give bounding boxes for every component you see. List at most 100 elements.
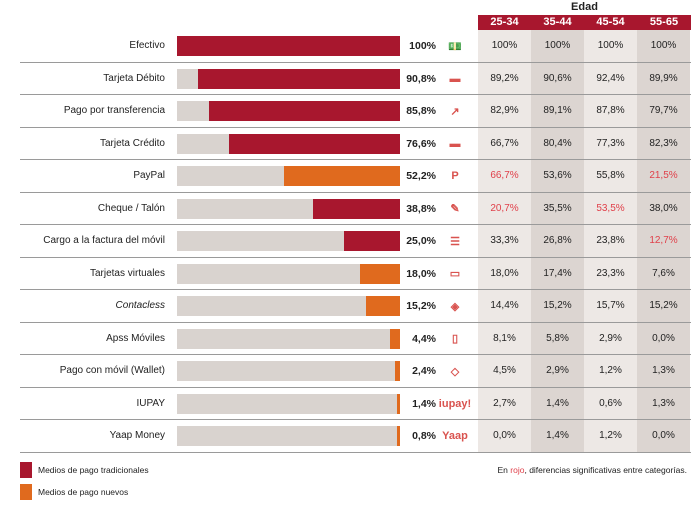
bar-track	[177, 36, 400, 56]
age-cell: 33,3%	[490, 235, 519, 246]
age-cell: 89,1%	[543, 105, 572, 116]
value-label: 25,0%	[406, 235, 436, 247]
age-cell: 20,7%	[490, 202, 519, 214]
age-cell: 53,6%	[543, 170, 572, 181]
age-header: 25-34	[478, 15, 531, 30]
age-cell: 90,6%	[543, 72, 572, 84]
age-cell: 2,7%	[493, 397, 516, 409]
row-label: Efectivo	[129, 40, 165, 51]
bar-track	[177, 328, 400, 349]
bar-track	[177, 231, 400, 251]
bar	[229, 133, 400, 154]
value-label: 0,8%	[412, 430, 436, 442]
note-text: En	[497, 465, 511, 475]
age-cell: 55,8%	[596, 170, 625, 181]
bar	[366, 296, 400, 316]
age-cell: 77,3%	[596, 137, 625, 149]
legend-label: Medios de pago nuevos	[38, 487, 129, 497]
table-row: Pago por transferencia 85,8% ↗ 82,9% 89,1% 87…	[20, 95, 691, 128]
legend-item-new: Medios de pago nuevos	[20, 484, 128, 500]
age-header: 35-44	[531, 15, 584, 30]
row-label: Cargo a la factura del móvil	[43, 235, 165, 246]
table-row: Pago con móvil (Wallet) 2,4% ◇ 4,5% 2,9% 1,2%…	[20, 355, 691, 388]
column-bg	[531, 30, 584, 452]
age-cell: 15,2%	[543, 300, 572, 311]
age-cell: 100%	[597, 40, 624, 51]
bar	[359, 263, 400, 284]
age-cell: 82,9%	[490, 105, 519, 116]
age-cell: 66,7%	[490, 170, 519, 181]
bar	[344, 231, 400, 251]
table-row: Cheque / Talón 38,8% ✎ 20,7% 35,5% 53,5% 38,0%	[20, 193, 691, 225]
phone-wallet-icon: ◇	[450, 365, 460, 378]
age-cell: 23,8%	[596, 235, 625, 246]
age-cell: 100%	[650, 40, 677, 51]
age-cell: 80,4%	[543, 137, 572, 149]
value-label: 38,8%	[406, 202, 436, 215]
table-row: PayPal 52,2% P 66,7% 53,6% 55,8% 21,5%	[20, 160, 691, 193]
bar	[390, 328, 400, 349]
table-row: Contacless 15,2% ◈ 14,4% 15,2% 15,7% 15,2%	[20, 290, 691, 323]
share-arrow-icon: ↗	[450, 105, 460, 118]
note-highlight: rojo	[510, 465, 525, 475]
row-label: PayPal	[133, 170, 165, 181]
row-label: Contacless	[115, 300, 165, 311]
row-label: Tarjeta Débito	[103, 72, 165, 84]
card-icon: ▬	[449, 72, 461, 85]
value-label: 76,6%	[406, 137, 436, 150]
iupay-logo-icon: iupay!	[438, 397, 472, 410]
age-cell: 0,0%	[652, 332, 675, 344]
row-label: IUPAY	[136, 397, 165, 409]
value-label: 52,2%	[406, 170, 436, 182]
bar-track	[177, 426, 400, 446]
age-cell: 38,0%	[649, 202, 678, 214]
age-cell: 1,3%	[652, 365, 675, 376]
table-row: Tarjeta Débito 90,8% ▬ 89,2% 90,6% 92,4% 89,9%	[20, 63, 691, 95]
column-bg	[478, 30, 531, 452]
legend-swatch	[20, 484, 32, 500]
age-cell: 89,9%	[649, 72, 678, 84]
age-cell: 0,0%	[493, 430, 516, 441]
row-label: Yaap Money	[109, 430, 165, 441]
table-row: Tarjeta Crédito 76,6% ▬ 66,7% 80,4% 77,3% 82,3…	[20, 128, 691, 160]
table-row: IUPAY 1,4% iupay! 2,7% 1,4% 0,6% 1,3%	[20, 388, 691, 420]
age-cell: 1,3%	[652, 397, 675, 409]
bar	[283, 166, 400, 186]
phone-tap-icon: ▯	[451, 333, 459, 345]
value-label: 1,4%	[412, 397, 436, 410]
age-cell: 2,9%	[599, 332, 622, 344]
age-cell: 2,9%	[546, 365, 569, 376]
legend-label: Medios de pago tradicionales	[38, 465, 149, 475]
table-row: Tarjetas virtuales 18,0% ▭ 18,0% 17,4% 23,3% 7…	[20, 258, 691, 290]
age-cell: 12,7%	[649, 235, 678, 246]
contactless-icon: ◈	[450, 300, 460, 313]
row-label: Apss Móviles	[106, 332, 165, 344]
table-row: Cargo a la factura del móvil 25,0% ☰ 33,3% 2…	[20, 225, 691, 258]
column-bg	[584, 30, 637, 452]
bar-track	[177, 263, 400, 284]
bar-track	[177, 133, 400, 154]
age-cell: 100%	[491, 40, 518, 51]
age-cell: 66,7%	[490, 137, 519, 149]
virtual-card-icon: ▭	[449, 268, 461, 280]
age-cell: 92,4%	[596, 72, 625, 84]
value-label: 85,8%	[406, 105, 436, 117]
value-label: 2,4%	[412, 365, 436, 377]
table-row: Efectivo 100% 💵 100% 100% 100% 100%	[20, 30, 691, 63]
bar-track	[177, 166, 400, 186]
age-cell: 100%	[544, 40, 571, 51]
age-cell: 79,7%	[649, 105, 678, 116]
age-cell: 35,5%	[543, 202, 572, 214]
column-bg	[637, 30, 690, 452]
age-cell: 89,2%	[490, 72, 519, 84]
value-label: 15,2%	[406, 300, 436, 312]
age-cell: 17,4%	[543, 267, 572, 279]
banknotes-icon: 💵	[448, 40, 462, 53]
bar-track	[177, 101, 400, 121]
bar	[197, 68, 400, 89]
age-cell: 7,6%	[652, 267, 675, 279]
value-label: 18,0%	[406, 267, 436, 280]
age-cell: 0,6%	[599, 397, 622, 409]
paypal-icon: P	[451, 170, 459, 182]
age-cell: 4,5%	[493, 365, 516, 376]
